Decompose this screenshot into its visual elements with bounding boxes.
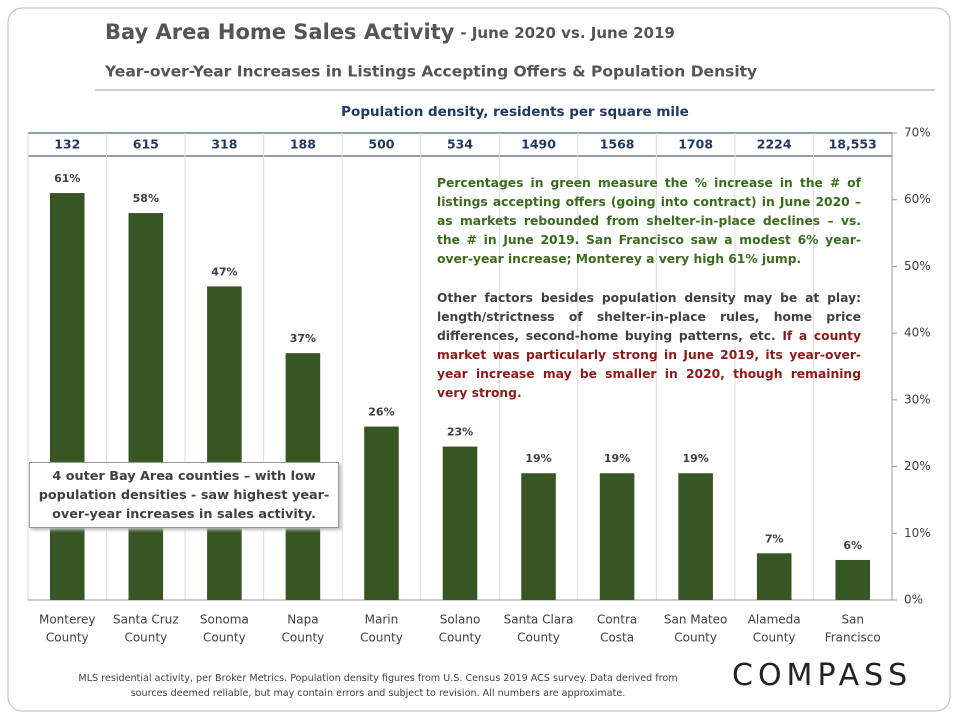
density-cell [107, 134, 185, 155]
note: Other factors besides population density… [437, 289, 861, 403]
density-cell [578, 134, 656, 155]
y-tick-label: 30% [904, 392, 931, 406]
density-cell [343, 134, 420, 155]
x-tick-label: Francisco [825, 631, 881, 645]
bar [207, 286, 242, 600]
density-value: 2224 [757, 137, 792, 152]
data-label: 19% [682, 452, 708, 465]
y-tick-label: 70% [904, 126, 931, 140]
density-cell [500, 134, 577, 155]
density-value: 1708 [678, 137, 713, 152]
bar [49, 193, 85, 601]
density-value: 18,553 [829, 137, 877, 152]
density-value: 188 [290, 137, 316, 152]
x-tick-label: Sonoma [200, 613, 249, 627]
x-tick-label: County [439, 631, 482, 645]
x-tick-label: Contra [597, 613, 637, 627]
title-main: Bay Area Home Sales Activity [105, 20, 455, 44]
y-tick-label: 60% [904, 192, 931, 206]
density-value: 132 [54, 137, 80, 152]
density-cell [814, 134, 891, 155]
frame [7, 7, 951, 712]
data-label: 37% [290, 332, 316, 345]
x-tick-label: Marin [365, 613, 399, 627]
data-label: 6% [843, 539, 862, 552]
bar [835, 559, 871, 600]
callout: 4 outer Bay Area counties – with low pop… [29, 462, 339, 528]
x-tick-label: Costa [600, 631, 634, 645]
note: Percentages in green measure the % incre… [437, 176, 861, 266]
subtitle: Year-over-Year Increases in Listings Acc… [104, 63, 757, 81]
data-label: 26% [368, 406, 394, 419]
density-cell [264, 134, 342, 155]
x-tick-label: County [360, 631, 403, 645]
x-tick-label: San Mateo [664, 613, 728, 627]
title-suffix: - June 2020 vs. June 2019 [460, 24, 674, 42]
density-value: 1568 [600, 137, 635, 152]
x-tick-label: Monterey [39, 613, 96, 627]
x-tick-label: Santa Cruz [113, 613, 179, 627]
density-cell [421, 134, 499, 155]
y-tick-label: 20% [904, 459, 931, 473]
x-tick-label: County [203, 631, 246, 645]
density-value: 1490 [521, 137, 556, 152]
density-value: 500 [368, 137, 394, 152]
x-tick-label: Napa [287, 613, 318, 627]
data-label: 19% [604, 452, 630, 465]
x-tick-label: Alameda [748, 613, 801, 627]
density-cell [657, 134, 734, 155]
data-label: 23% [447, 426, 473, 439]
density-value: 534 [447, 137, 473, 152]
x-tick-label: County [517, 631, 560, 645]
density-cell [29, 134, 106, 155]
bar [678, 473, 713, 600]
x-tick-label: San [841, 613, 864, 627]
density-value: 615 [133, 137, 159, 152]
note-highlight: If a county market was particularly stro… [437, 329, 861, 400]
density-cell [186, 134, 263, 155]
x-tick-label: County [124, 631, 167, 645]
density-cell [735, 134, 813, 155]
y-tick-label: 40% [904, 326, 931, 340]
data-label: 19% [525, 452, 551, 465]
x-tick-label: County [753, 631, 796, 645]
x-tick-label: County [674, 631, 717, 645]
data-label: 58% [133, 192, 159, 205]
bar [521, 473, 556, 600]
y-tick-label: 0% [904, 593, 923, 607]
density-value: 318 [211, 137, 237, 152]
bar [442, 446, 478, 600]
x-tick-label: County [46, 631, 89, 645]
chart-title: Bay Area Home Sales Activity - June 2020 … [105, 20, 675, 44]
density-title: Population density, residents per square… [341, 104, 689, 120]
y-tick-label: 10% [904, 526, 931, 540]
x-tick-label: County [282, 631, 325, 645]
bar [364, 426, 399, 600]
bar [756, 553, 792, 600]
footer: MLS residential activity, per Broker Met… [78, 673, 678, 699]
bar [599, 473, 635, 600]
logo: COMPASS [732, 658, 913, 693]
data-label: 7% [765, 532, 784, 545]
x-tick-label: Solano [440, 613, 481, 627]
data-label: 47% [211, 265, 237, 278]
x-tick-label: Santa Clara [504, 613, 574, 627]
data-label: 61% [54, 172, 80, 185]
y-tick-label: 50% [904, 259, 931, 273]
bar [128, 213, 164, 601]
note-text: Other factors besides population density… [437, 291, 861, 343]
